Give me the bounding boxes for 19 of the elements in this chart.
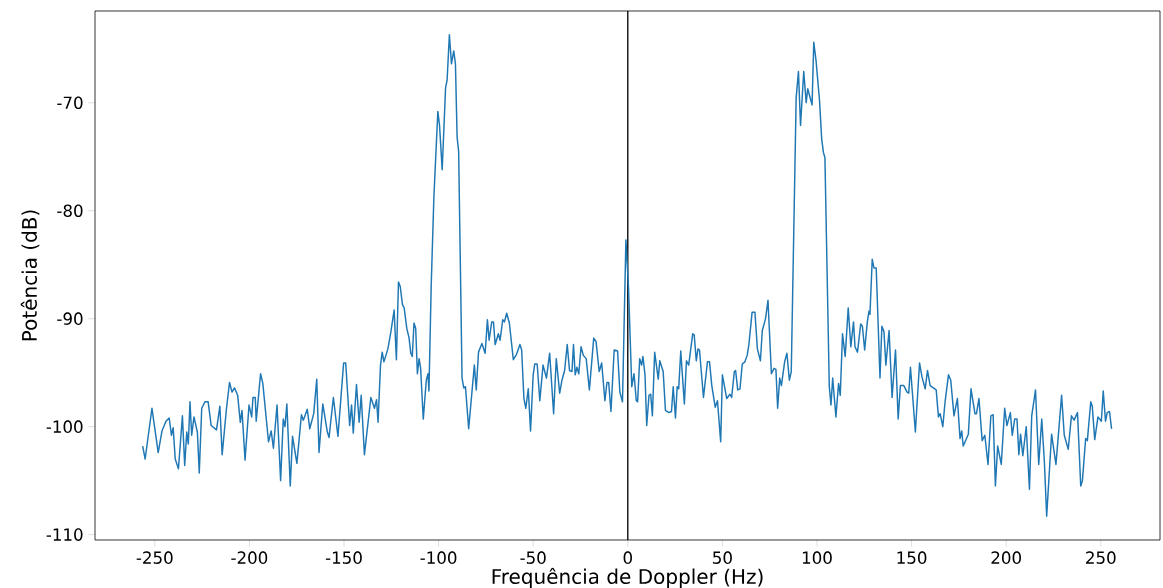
- x-tick-label: 250: [1086, 551, 1116, 564]
- x-tick-label: -150: [325, 551, 362, 564]
- x-tick-label: 100: [802, 551, 832, 564]
- x-tick-label: -50: [520, 551, 546, 564]
- x-tick-label: 0: [623, 551, 632, 564]
- line-series: [141, 34, 1113, 517]
- x-tick-label: 200: [991, 551, 1021, 564]
- y-axis-title: Potência (dB): [20, 210, 40, 341]
- x-tick-label: -250: [136, 551, 173, 564]
- y-tick-label: -90: [57, 312, 83, 325]
- y-tick-label: -70: [57, 96, 83, 110]
- x-axis-title: Frequência de Doppler (Hz): [492, 567, 763, 588]
- y-tick-label: -100: [46, 420, 83, 433]
- y-tick-label: -110: [46, 528, 83, 541]
- x-tick-label: -100: [420, 551, 457, 564]
- x-tick-label: 50: [713, 551, 732, 564]
- x-tick-label: -200: [231, 551, 268, 564]
- x-tick-label: 150: [897, 551, 927, 564]
- y-tick-label: -80: [57, 204, 83, 218]
